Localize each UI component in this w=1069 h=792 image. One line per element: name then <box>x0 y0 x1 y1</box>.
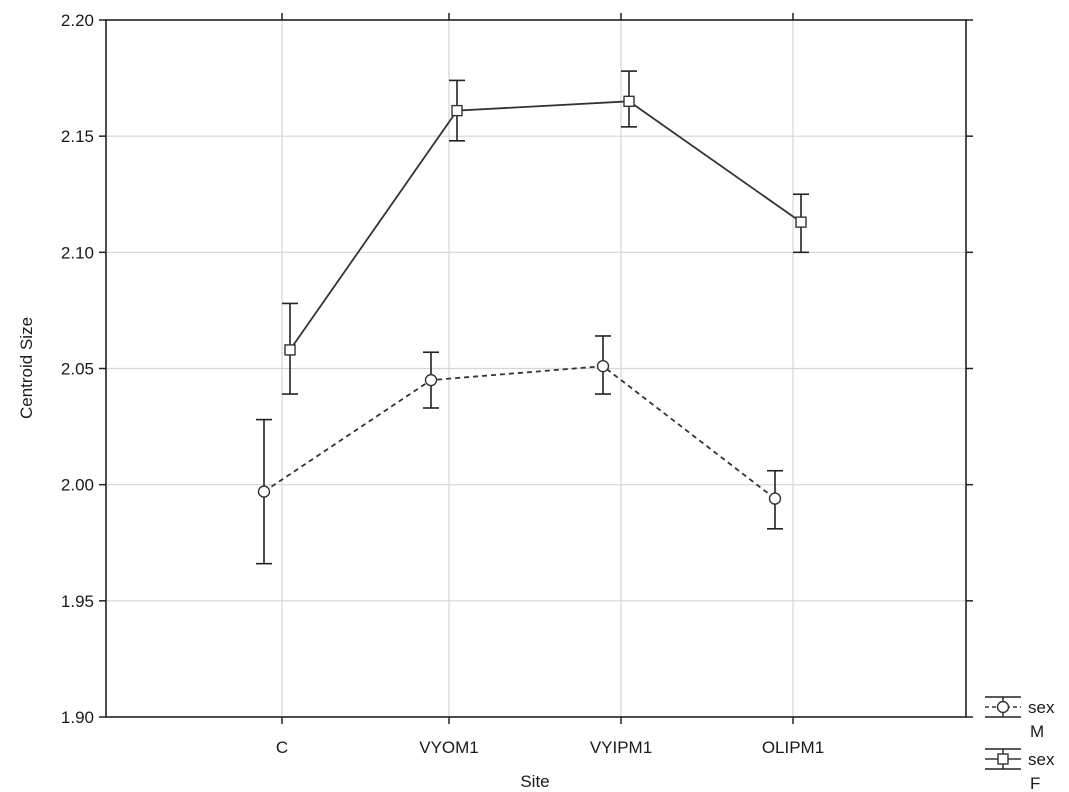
legend-label: sex <box>1028 750 1055 769</box>
data-point-circle <box>424 373 438 387</box>
data-point-circle <box>257 485 271 498</box>
y-tick-label: 2.15 <box>61 127 94 146</box>
x-axis-title: Site <box>520 772 549 791</box>
data-point-circle <box>996 700 1010 714</box>
y-tick-label: 1.95 <box>61 592 94 611</box>
data-point-circle <box>596 359 610 373</box>
x-tick-label: VYOM1 <box>419 738 479 757</box>
data-point-square <box>623 95 635 108</box>
y-tick-label: 2.20 <box>61 11 94 30</box>
data-point-square <box>795 216 807 228</box>
y-axis-title: Centroid Size <box>17 317 36 419</box>
series-line <box>263 365 776 500</box>
x-tick-label: VYIPM1 <box>590 738 652 757</box>
data-point-square <box>451 104 463 117</box>
axes: 1.90 1.95 2.00 2.05 2.10 2.15 2.20 C VYOM1 VYIPM1… <box>61 11 973 757</box>
data-point-square <box>997 753 1009 765</box>
series-line <box>289 100 802 351</box>
legend-item-sex-m: sex M <box>985 696 1055 741</box>
grid <box>106 19 966 718</box>
legend-item-sex-f: sex F <box>985 748 1055 792</box>
series-sex-m <box>256 335 783 565</box>
data-point-circle <box>768 492 782 505</box>
y-tick-label: 2.10 <box>61 243 94 262</box>
series-sex-f <box>282 70 809 395</box>
y-tick-label: 2.05 <box>61 360 94 379</box>
series-layer <box>256 70 809 565</box>
data-point-square <box>284 344 296 356</box>
legend-sublabel: M <box>1030 722 1044 741</box>
x-tick-label: C <box>276 738 288 757</box>
x-tick-label: OLIPM1 <box>762 738 824 757</box>
y-tick-label: 2.00 <box>61 476 94 495</box>
legend-label: sex <box>1028 698 1055 717</box>
legend-sublabel: F <box>1030 774 1040 792</box>
y-tick-label: 1.90 <box>61 708 94 727</box>
